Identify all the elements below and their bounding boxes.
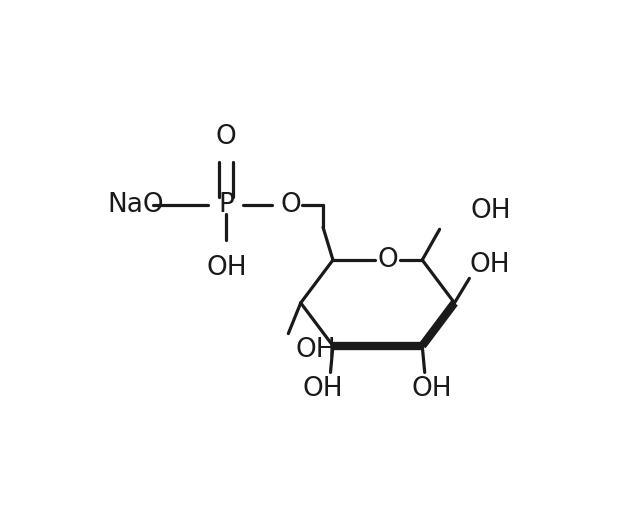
Text: OH: OH (303, 376, 343, 402)
Text: O: O (377, 247, 398, 273)
Text: OH: OH (296, 337, 337, 363)
Text: OH: OH (206, 255, 246, 281)
Text: P: P (218, 192, 234, 218)
Text: NaO: NaO (108, 192, 164, 218)
Text: OH: OH (412, 376, 452, 402)
Text: O: O (280, 192, 301, 218)
Text: OH: OH (469, 252, 510, 278)
Text: OH: OH (470, 198, 511, 224)
Text: O: O (216, 124, 237, 150)
